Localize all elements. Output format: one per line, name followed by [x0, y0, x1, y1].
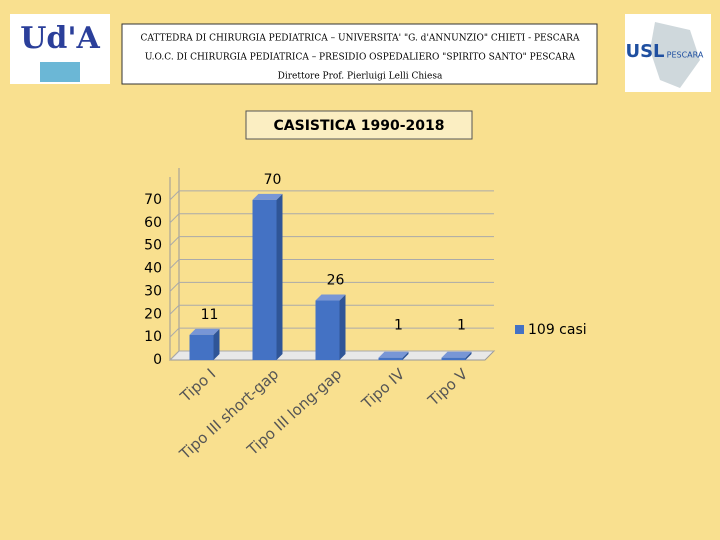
y-tick-label: 20	[144, 306, 162, 322]
y-tick-label: 30	[144, 283, 162, 299]
grid-diag	[169, 213, 180, 224]
bar	[378, 357, 403, 360]
bar	[189, 334, 214, 360]
value-label: 1	[394, 318, 403, 334]
value-label: 70	[264, 172, 282, 188]
value-label: 11	[201, 307, 219, 323]
value-label: 1	[457, 318, 466, 334]
bar-side	[465, 351, 472, 360]
title-box	[245, 110, 473, 140]
bar-top	[189, 328, 220, 335]
header-line: U.O.C. DI CHIRURGIA PEDIATRICA – PRESIDI…	[145, 53, 576, 63]
logo-left-shape	[40, 62, 80, 82]
x-tick-label: Tipo I	[176, 365, 219, 406]
bar-top	[252, 193, 283, 200]
logo-right-text: USL	[625, 41, 664, 62]
logo-right-subtext: PESCARA	[667, 51, 704, 60]
bar-side	[276, 193, 283, 360]
bar	[441, 357, 466, 360]
legend-label: 109 casi	[528, 322, 587, 338]
grid-diag	[169, 350, 180, 361]
x-tick-label: Tipo IV	[357, 364, 408, 413]
legend-swatch	[515, 325, 524, 334]
grid-diag	[169, 236, 180, 246]
bar	[315, 300, 340, 360]
bar-top	[378, 351, 409, 358]
bar-side	[402, 351, 409, 360]
bar-side	[213, 328, 220, 360]
grid-diag	[169, 304, 180, 315]
grid-diag	[169, 190, 180, 201]
y-tick-label: 50	[144, 238, 162, 254]
header-line: CATTEDRA DI CHIRURGIA PEDIATRICA – UNIVE…	[141, 34, 580, 44]
header-line: Direttore Prof. Pierluigi Lelli Chiesa	[278, 72, 443, 82]
value-label: 26	[327, 273, 345, 289]
y-tick-label: 10	[144, 329, 162, 345]
y-tick-label: 70	[144, 192, 162, 208]
x-tick-label: Tipo V	[424, 364, 472, 410]
grid-diag	[169, 259, 180, 269]
header-box	[121, 23, 598, 85]
y-tick-label: 40	[144, 261, 162, 277]
y-tick-label: 0	[153, 352, 162, 368]
grid-diag	[169, 327, 180, 338]
bar-side	[339, 294, 346, 360]
bar	[252, 199, 277, 360]
bar-top	[315, 294, 346, 301]
y-tick-label: 60	[144, 215, 162, 231]
bar-top	[441, 351, 472, 358]
chart-title: CASISTICA 1990-2018	[274, 118, 445, 134]
grid-diag	[169, 282, 180, 292]
logo-right-map	[650, 22, 700, 88]
logo-left-text: Ud'A	[20, 21, 100, 56]
